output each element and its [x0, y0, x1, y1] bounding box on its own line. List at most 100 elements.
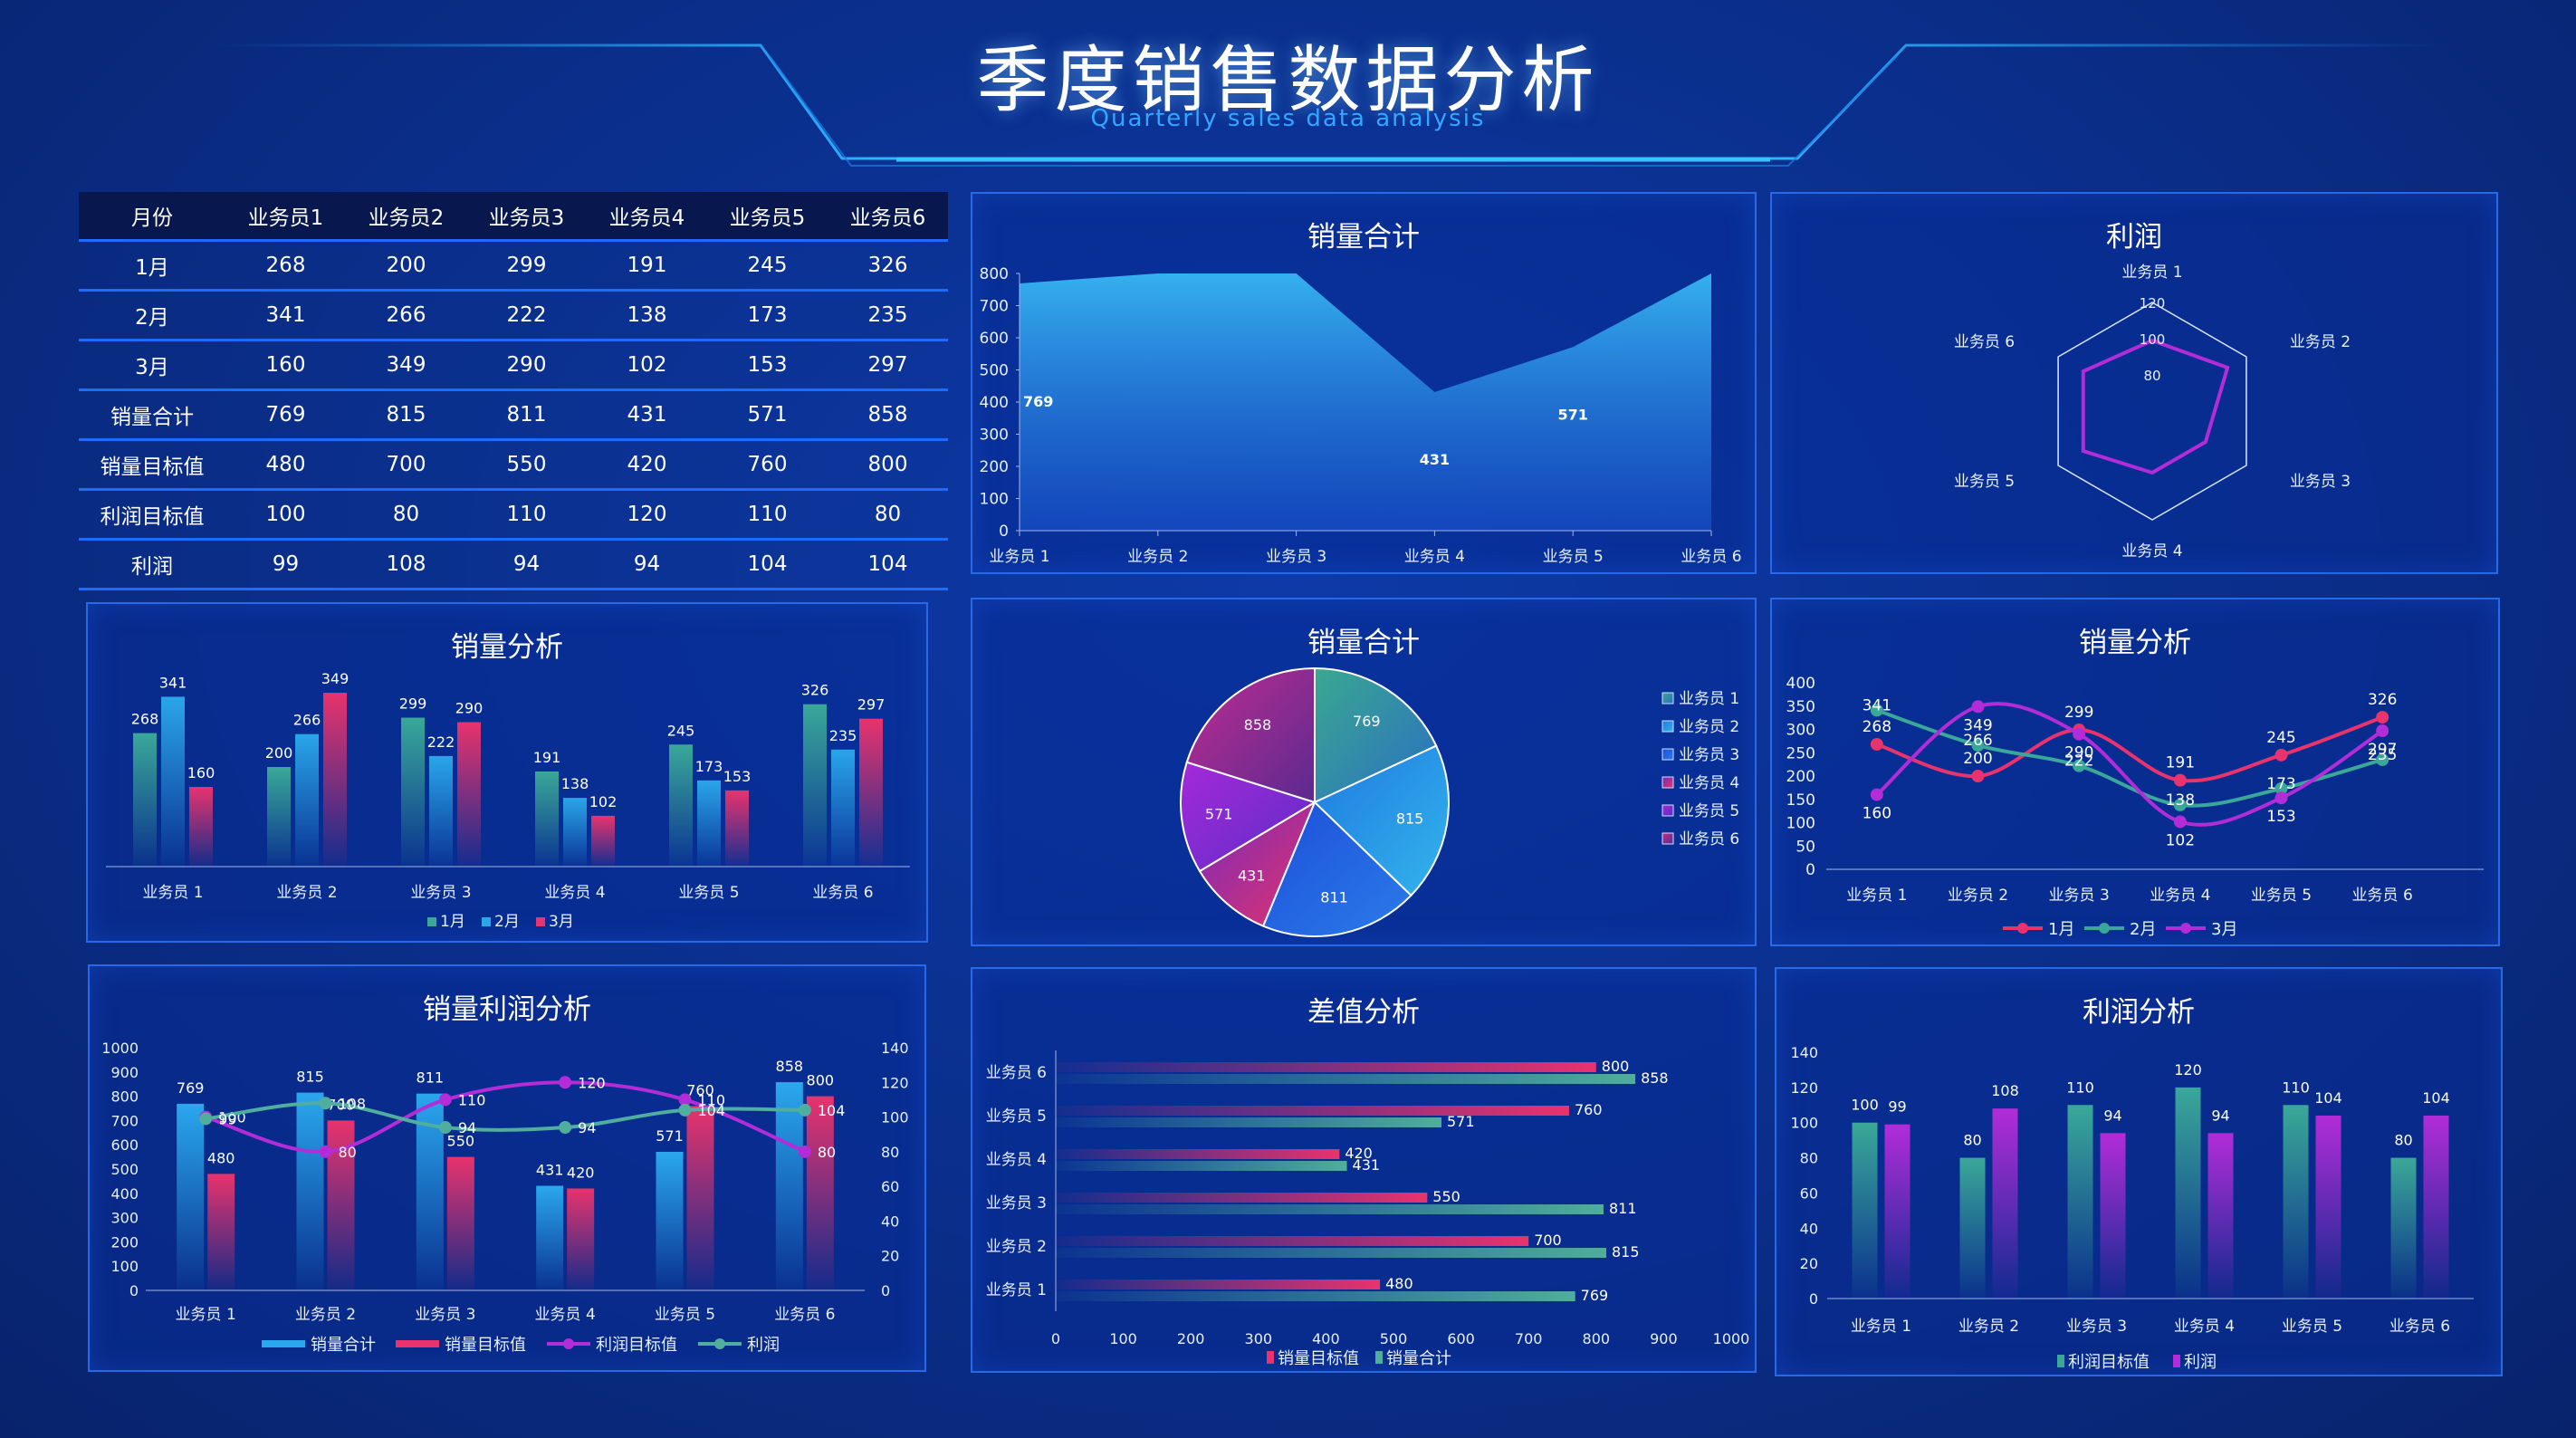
data-label: 420 — [567, 1164, 595, 1181]
x-tick-label: 800 — [1583, 1330, 1611, 1347]
x-tick-label: 200 — [1177, 1330, 1205, 1347]
data-label: 769 — [1023, 393, 1053, 410]
data-label: 858 — [1244, 716, 1272, 733]
bar — [177, 1103, 205, 1290]
table-cell: 153 — [707, 339, 828, 390]
legend-label: 利润 — [747, 1336, 780, 1355]
legend-marker — [714, 1338, 725, 1349]
x-tick-label: 700 — [1515, 1330, 1543, 1347]
table-header-cell: 业务员3 — [466, 192, 587, 241]
legend-label: 销量合计 — [1386, 1349, 1451, 1368]
y-tick-label: 0 — [1809, 1290, 1818, 1308]
line-series — [205, 1080, 806, 1154]
bar — [2390, 1157, 2417, 1299]
bar — [1852, 1122, 1878, 1299]
line-series — [205, 1101, 805, 1132]
legend-label: 1月 — [440, 913, 465, 931]
panel-title: 销量合计 — [1307, 221, 1420, 254]
legend-label: 销量合计 — [311, 1336, 376, 1355]
data-label: 760 — [1575, 1101, 1603, 1118]
profit-bar-chart: 0 20 40 60 80 100 120 140 100 99 业务员 1 80 108 业务员 2 11… — [1790, 1044, 2474, 1372]
bar — [323, 693, 347, 867]
legend-swatch — [1267, 1351, 1274, 1364]
y-tick-label: 300 — [110, 1210, 139, 1227]
bar — [656, 1151, 684, 1290]
radar-grid — [2057, 302, 2247, 521]
panel-line-sales-analysis: 销量分析 0 50 100 150 200 250 300 350 400 268 200 299 19… — [1770, 598, 2500, 946]
data-point — [199, 1112, 213, 1126]
bar — [1992, 1108, 2018, 1299]
bar — [1056, 1117, 1441, 1127]
bar — [1056, 1106, 1569, 1116]
x-tick-label: 业务员 2 — [1948, 887, 2008, 905]
data-label: 800 — [807, 1072, 835, 1089]
bar — [2100, 1133, 2126, 1299]
data-label: 341 — [159, 674, 187, 691]
table-cell: 858 — [828, 388, 948, 440]
data-point — [2274, 748, 2288, 762]
table-row: 销量目标值 480 700 550 420 760 800 — [79, 438, 948, 490]
panel-hbar-difference: 差值分析 0 100 200 300 400 500 600 700 800 900 1000 业务员… — [971, 967, 1757, 1373]
x-tick-label: 业务员 6 — [2389, 1318, 2450, 1336]
bar — [1056, 1149, 1340, 1159]
bar — [207, 1174, 235, 1290]
category-label: 业务员 2 — [2290, 333, 2351, 351]
data-label: 173 — [2266, 775, 2295, 793]
area-series — [1020, 273, 1711, 531]
data-point — [319, 1097, 332, 1110]
data-point — [2274, 781, 2288, 795]
table-cell: 268 — [225, 239, 346, 291]
bar — [446, 1156, 474, 1290]
legend-label: 3月 — [2211, 920, 2237, 939]
data-label: 120 — [2174, 1061, 2202, 1078]
legend-label: 利润目标值 — [2068, 1353, 2150, 1372]
panel-area-sales-total: 销量合计 0 100 200 300 400 500 600 700 800 业务员 1 业务员 2… — [971, 192, 1757, 574]
x-tick-label: 业务员 3 — [2049, 887, 2110, 905]
data-point — [438, 1121, 452, 1135]
legend-swatch — [2173, 1355, 2180, 1367]
data-label: 222 — [2064, 753, 2093, 771]
data-point — [1971, 700, 1985, 714]
data-label: 299 — [399, 695, 427, 713]
data-label: 110 — [458, 1091, 486, 1108]
bar — [567, 1188, 595, 1290]
bar — [1056, 1062, 1596, 1072]
y-tick-label: 业务员 6 — [986, 1064, 1047, 1082]
data-label: 571 — [1205, 806, 1233, 823]
data-label: 480 — [207, 1149, 235, 1166]
table-cell: 2月 — [79, 289, 225, 340]
data-label: 200 — [265, 744, 293, 762]
data-label: 108 — [339, 1095, 367, 1112]
y-tick-label: 400 — [1786, 675, 1815, 693]
table-row: 利润目标值 100 80 110 120 110 80 — [79, 488, 948, 540]
legend-swatch — [1661, 832, 1674, 845]
data-label: 222 — [427, 733, 455, 751]
data-label: 100 — [1851, 1097, 1879, 1114]
y2-tick-label: 20 — [881, 1248, 899, 1265]
x-tick-label: 业务员 2 — [1958, 1318, 2019, 1336]
data-label: 268 — [131, 711, 159, 728]
data-label: 104 — [698, 1102, 726, 1119]
line-series — [1876, 708, 2383, 808]
bar — [1884, 1124, 1910, 1299]
y-tick-label: 20 — [1800, 1255, 1818, 1272]
y-tick-label: 700 — [110, 1112, 139, 1129]
data-label: 571 — [656, 1127, 684, 1145]
legend-swatch — [396, 1340, 439, 1347]
bar — [859, 718, 883, 867]
legend-label: 1月 — [2048, 920, 2074, 939]
data-point — [798, 1145, 811, 1158]
data-label: 94 — [2103, 1107, 2121, 1124]
y-tick-label: 350 — [1786, 698, 1815, 716]
table-row: 2月 341 266 222 138 173 235 — [79, 289, 948, 340]
data-label: 349 — [321, 670, 350, 687]
data-label: 420 — [1345, 1145, 1373, 1162]
legend-swatch — [1661, 692, 1674, 705]
data-label: 431 — [1420, 451, 1450, 468]
x-tick-label: 业务员 3 — [415, 1306, 475, 1324]
bar — [831, 749, 855, 867]
y-tick-label: 600 — [110, 1136, 139, 1154]
bar — [803, 704, 827, 867]
data-point — [798, 1103, 811, 1117]
data-label: 153 — [723, 768, 752, 785]
